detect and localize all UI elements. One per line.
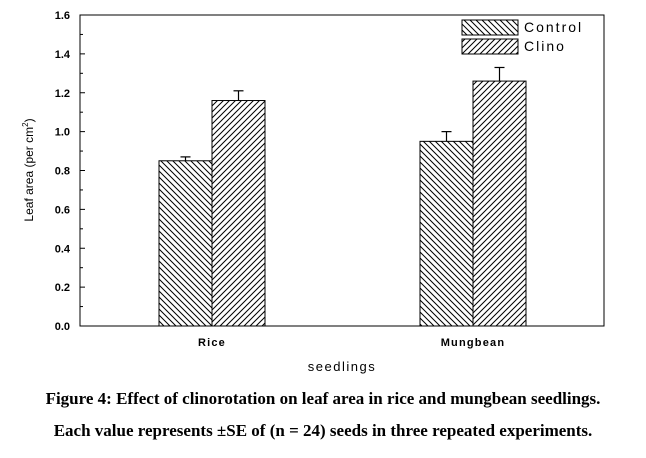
bar-clino-rice [211, 100, 266, 327]
figure-caption-line-1: Figure 4: Effect of clinorotation on lea… [45, 389, 601, 408]
y-tick-label: 0.2 [55, 282, 70, 294]
y-tick-label: 1.0 [55, 127, 70, 139]
y-axis-label-superscript: 2 [21, 122, 30, 127]
error-bars [180, 66, 505, 161]
legend-swatch-control [461, 19, 519, 36]
bars [158, 80, 527, 327]
x-tick-label: Rice [198, 337, 226, 349]
y-tick-label: 0.0 [55, 321, 70, 333]
bar-clino-mungbean [472, 80, 527, 327]
y-tick-label: 1.6 [55, 10, 70, 22]
bar-control-rice [158, 160, 213, 327]
y-tick-label: 0.8 [55, 166, 70, 178]
y-axis-label: Leaf area (per cm2) [21, 118, 36, 221]
y-tick-label: 1.2 [55, 88, 70, 100]
bar-control-mungbean [419, 140, 474, 327]
x-tick-label: Mungbean [441, 337, 506, 349]
y-axis: 0.0 0.2 0.4 0.6 0.8 1.0 1.2 1.4 1.6 [55, 10, 85, 333]
legend: Control Clino [461, 19, 583, 55]
figure-caption-line-2: Each value represents ±SE of (n = 24) se… [53, 421, 593, 440]
x-axis: Rice Mungbean [198, 321, 506, 349]
bar-chart: 0.0 0.2 0.4 0.6 0.8 1.0 1.2 1.4 1.6 Rice Mungbean… [21, 10, 605, 374]
y-tick-label: 1.4 [55, 49, 71, 61]
legend-label-control: Control [524, 19, 583, 35]
legend-swatch-clino [461, 38, 519, 55]
y-tick-label: 0.6 [55, 204, 70, 216]
legend-label-clino: Clino [524, 38, 566, 54]
y-tick-label: 0.4 [55, 243, 71, 255]
x-axis-label: seedlings [308, 359, 376, 374]
